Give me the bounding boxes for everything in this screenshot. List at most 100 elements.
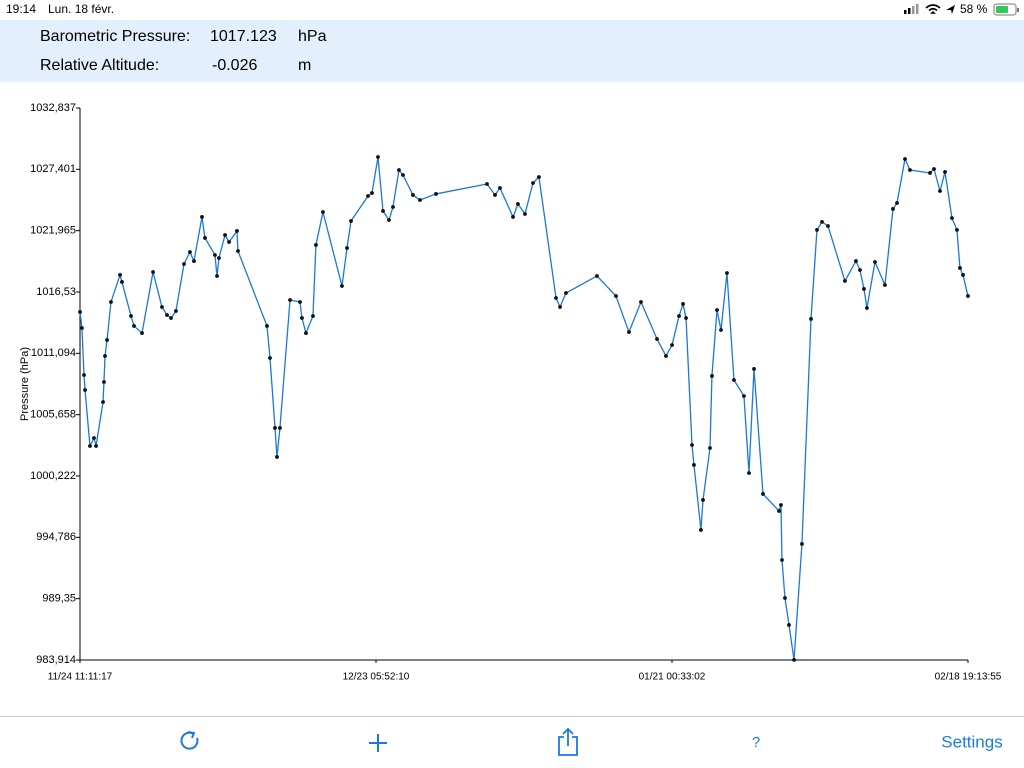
data-point <box>213 253 217 257</box>
data-point <box>516 202 520 206</box>
data-point <box>865 306 869 310</box>
y-tick-label: 1000,222 <box>30 470 76 482</box>
data-point <box>809 317 813 321</box>
data-point <box>614 294 618 298</box>
data-point <box>639 300 643 304</box>
data-point <box>891 207 895 211</box>
data-point <box>537 175 541 179</box>
data-point <box>966 294 970 298</box>
data-point <box>943 170 947 174</box>
data-point <box>304 331 308 335</box>
data-point <box>719 328 723 332</box>
data-point <box>895 201 899 205</box>
data-point <box>321 210 325 214</box>
share-button[interactable] <box>558 727 578 756</box>
data-point <box>564 291 568 295</box>
data-point <box>366 194 370 198</box>
reading-value: -0.026 <box>212 57 257 74</box>
data-point <box>275 455 279 459</box>
data-point <box>955 228 959 232</box>
chart: 1032,837 1027,401 1021,965 1016,53 1011,094 1… <box>30 102 1002 683</box>
data-point <box>595 274 599 278</box>
data-point <box>862 287 866 291</box>
y-tick-label: 1027,401 <box>30 163 76 175</box>
y-tick-label: 1016,53 <box>36 286 76 298</box>
data-point <box>118 273 122 277</box>
data-point <box>684 316 688 320</box>
data-line <box>79 156 969 661</box>
readings-panel <box>0 20 1024 82</box>
data-point <box>843 279 847 283</box>
data-point <box>160 305 164 309</box>
data-point <box>418 198 422 202</box>
data-point <box>401 173 405 177</box>
data-point <box>434 192 438 196</box>
data-point <box>174 309 178 313</box>
reading-label: Relative Altitude: <box>40 57 159 74</box>
data-point <box>732 378 736 382</box>
data-point <box>747 471 751 475</box>
data-point <box>681 302 685 306</box>
data-point <box>288 298 292 302</box>
data-point <box>485 182 489 186</box>
data-point <box>531 181 535 185</box>
data-point <box>132 324 136 328</box>
status-date: Lun. 18 févr. <box>48 2 114 16</box>
data-point <box>820 220 824 224</box>
data-point <box>169 316 173 320</box>
y-tick-label: 1005,658 <box>30 409 76 421</box>
data-point <box>120 280 124 284</box>
y-tick-label: 1032,837 <box>30 102 76 114</box>
data-point <box>677 314 681 318</box>
battery-icon <box>993 3 1019 16</box>
data-point <box>92 436 96 440</box>
data-point <box>391 205 395 209</box>
location-icon <box>946 5 955 14</box>
data-point <box>708 446 712 450</box>
data-point <box>268 356 272 360</box>
data-point <box>558 305 562 309</box>
data-point <box>950 216 954 220</box>
data-point <box>109 300 113 304</box>
data-point <box>101 400 105 404</box>
data-point <box>188 250 192 254</box>
settings-button[interactable]: Settings <box>941 732 1002 751</box>
data-point <box>88 444 92 448</box>
data-point <box>873 260 877 264</box>
data-point <box>94 444 98 448</box>
data-point <box>787 623 791 627</box>
data-point <box>815 228 819 232</box>
data-point <box>742 394 746 398</box>
data-point <box>692 463 696 467</box>
data-point <box>725 271 729 275</box>
wifi-icon <box>925 4 941 14</box>
data-point <box>340 284 344 288</box>
data-point <box>200 215 204 219</box>
data-point <box>958 266 962 270</box>
data-point <box>792 658 796 662</box>
reading-value: 1017.123 <box>210 28 277 45</box>
x-tick-label: 02/18 19:13:55 <box>935 672 1002 683</box>
refresh-button[interactable] <box>180 731 199 750</box>
data-point <box>82 373 86 377</box>
data-point <box>932 167 936 171</box>
data-point <box>370 191 374 195</box>
data-point <box>761 492 765 496</box>
data-point <box>298 300 302 304</box>
data-point <box>223 233 227 237</box>
data-point <box>83 388 87 392</box>
data-point <box>397 168 401 172</box>
y-axis-label: Pressure (hPa) <box>19 347 31 421</box>
add-button[interactable] <box>369 734 387 752</box>
data-point <box>103 354 107 358</box>
data-point <box>80 326 84 330</box>
data-point <box>710 374 714 378</box>
data-point <box>903 157 907 161</box>
data-point <box>182 262 186 266</box>
data-point <box>203 236 207 240</box>
data-point <box>523 212 527 216</box>
help-button[interactable]: ? <box>752 734 760 751</box>
y-tick-label: 1011,094 <box>31 347 76 359</box>
data-point <box>554 296 558 300</box>
